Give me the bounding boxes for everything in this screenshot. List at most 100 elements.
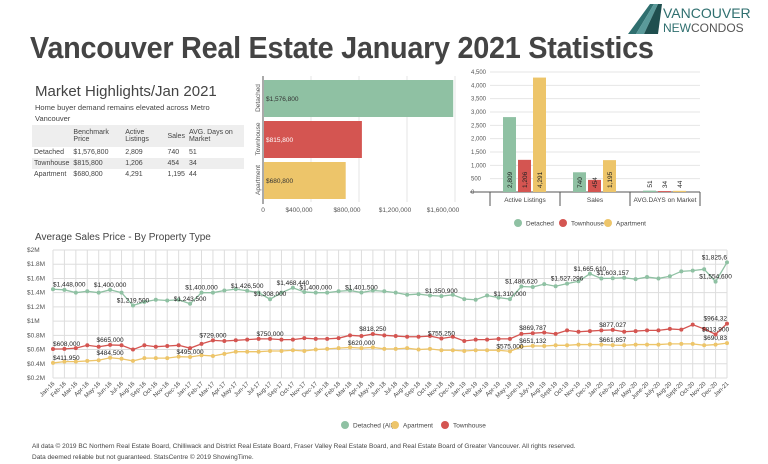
data-point — [210, 353, 215, 358]
data-point — [439, 348, 444, 353]
data-point — [667, 326, 672, 331]
data-point — [462, 297, 467, 302]
data-point — [176, 343, 181, 348]
svg-text:VANCOUVER: VANCOUVER — [663, 5, 751, 21]
data-point — [279, 337, 284, 342]
table-row: Apartment $680,800 4,291 1,195 44 — [34, 171, 197, 178]
data-point — [690, 322, 695, 327]
point-label: $813,900 — [702, 326, 729, 333]
header-cell: Sales — [165, 125, 187, 147]
point-label: $1,527,296 — [551, 276, 584, 283]
data-point — [370, 332, 375, 337]
data-point — [599, 328, 604, 333]
data-point — [576, 342, 581, 347]
data-point — [587, 271, 592, 276]
legend-marker — [604, 219, 612, 227]
data-point — [610, 343, 615, 348]
data-point — [427, 334, 432, 339]
point-label: $1,554,600 — [699, 274, 732, 281]
data-point — [462, 348, 467, 353]
point-label: $1,486,620 — [505, 279, 538, 286]
data-point — [348, 345, 353, 350]
data-point — [427, 293, 432, 298]
data-point — [199, 353, 204, 358]
data-point — [268, 297, 273, 302]
bar — [673, 190, 686, 192]
data-point — [690, 341, 695, 346]
tick-label: $0.2M — [27, 375, 45, 382]
point-label: $484,500 — [97, 350, 124, 357]
tick-label: $2M — [27, 247, 40, 254]
bar — [503, 117, 516, 192]
data-point — [519, 344, 524, 349]
data-point — [542, 330, 547, 335]
bar-label: 740 — [577, 177, 584, 188]
data-point — [245, 288, 250, 293]
category-label: AVG.DAYS on Market — [634, 197, 697, 204]
data-point — [336, 289, 341, 294]
data-point — [73, 346, 78, 351]
tick-label: $400,000 — [285, 207, 312, 214]
data-point — [702, 343, 707, 348]
point-label: $1,603,157 — [596, 270, 629, 277]
data-point — [256, 290, 261, 295]
data-point — [530, 284, 535, 289]
data-point — [576, 329, 581, 334]
data-point — [245, 349, 250, 354]
header-cell — [32, 125, 72, 147]
point-label: $869,787 — [519, 325, 546, 332]
data-point — [450, 334, 455, 339]
data-point — [645, 275, 650, 280]
data-point — [530, 343, 535, 348]
legend-label: Detached — [526, 221, 554, 228]
data-point — [325, 336, 330, 341]
data-point — [667, 274, 672, 279]
bar — [658, 191, 671, 192]
data-point — [119, 290, 124, 295]
point-label: $818,250 — [359, 326, 386, 333]
data-point — [142, 356, 147, 361]
data-point — [51, 287, 55, 292]
tick-label: $1M — [27, 318, 40, 325]
data-point — [325, 290, 330, 295]
data-point — [62, 359, 67, 364]
point-label: $411,950 — [53, 355, 80, 362]
data-point — [325, 346, 330, 351]
data-point — [393, 290, 398, 295]
tick-label: 3,500 — [471, 97, 487, 103]
point-label: $1,350,900 — [425, 288, 458, 295]
legend-label: Townhouse — [453, 423, 486, 430]
data-point — [416, 334, 421, 339]
data-point — [565, 343, 570, 348]
data-point — [256, 349, 261, 354]
tick-label: $1.4M — [27, 290, 45, 297]
data-point — [496, 295, 501, 300]
data-point — [153, 344, 158, 349]
data-point — [119, 343, 124, 348]
data-point — [519, 284, 524, 289]
data-point — [153, 356, 158, 361]
point-label: $608,000 — [53, 341, 80, 348]
data-point — [405, 334, 410, 339]
data-point — [85, 343, 90, 348]
data-point — [108, 287, 113, 292]
tick-label: $1,200,000 — [379, 207, 412, 214]
data-point — [565, 281, 570, 286]
bar-label: 1,206 — [522, 171, 529, 188]
data-point — [553, 331, 558, 336]
data-point — [713, 279, 718, 284]
logo: VANCOUVER NEWCONDOS — [628, 4, 751, 34]
data-point — [633, 342, 638, 347]
bar-label: $1,576,800 — [266, 96, 299, 103]
tick-label: $1.6M — [27, 275, 45, 282]
data-point — [199, 341, 204, 346]
data-point — [633, 329, 638, 334]
tick-label: 4,000 — [471, 83, 487, 89]
data-point — [405, 292, 410, 297]
data-point — [359, 346, 364, 351]
data-point — [507, 349, 512, 354]
data-point — [622, 275, 627, 280]
data-point — [656, 276, 661, 281]
data-point — [108, 342, 113, 347]
data-point — [690, 268, 695, 273]
